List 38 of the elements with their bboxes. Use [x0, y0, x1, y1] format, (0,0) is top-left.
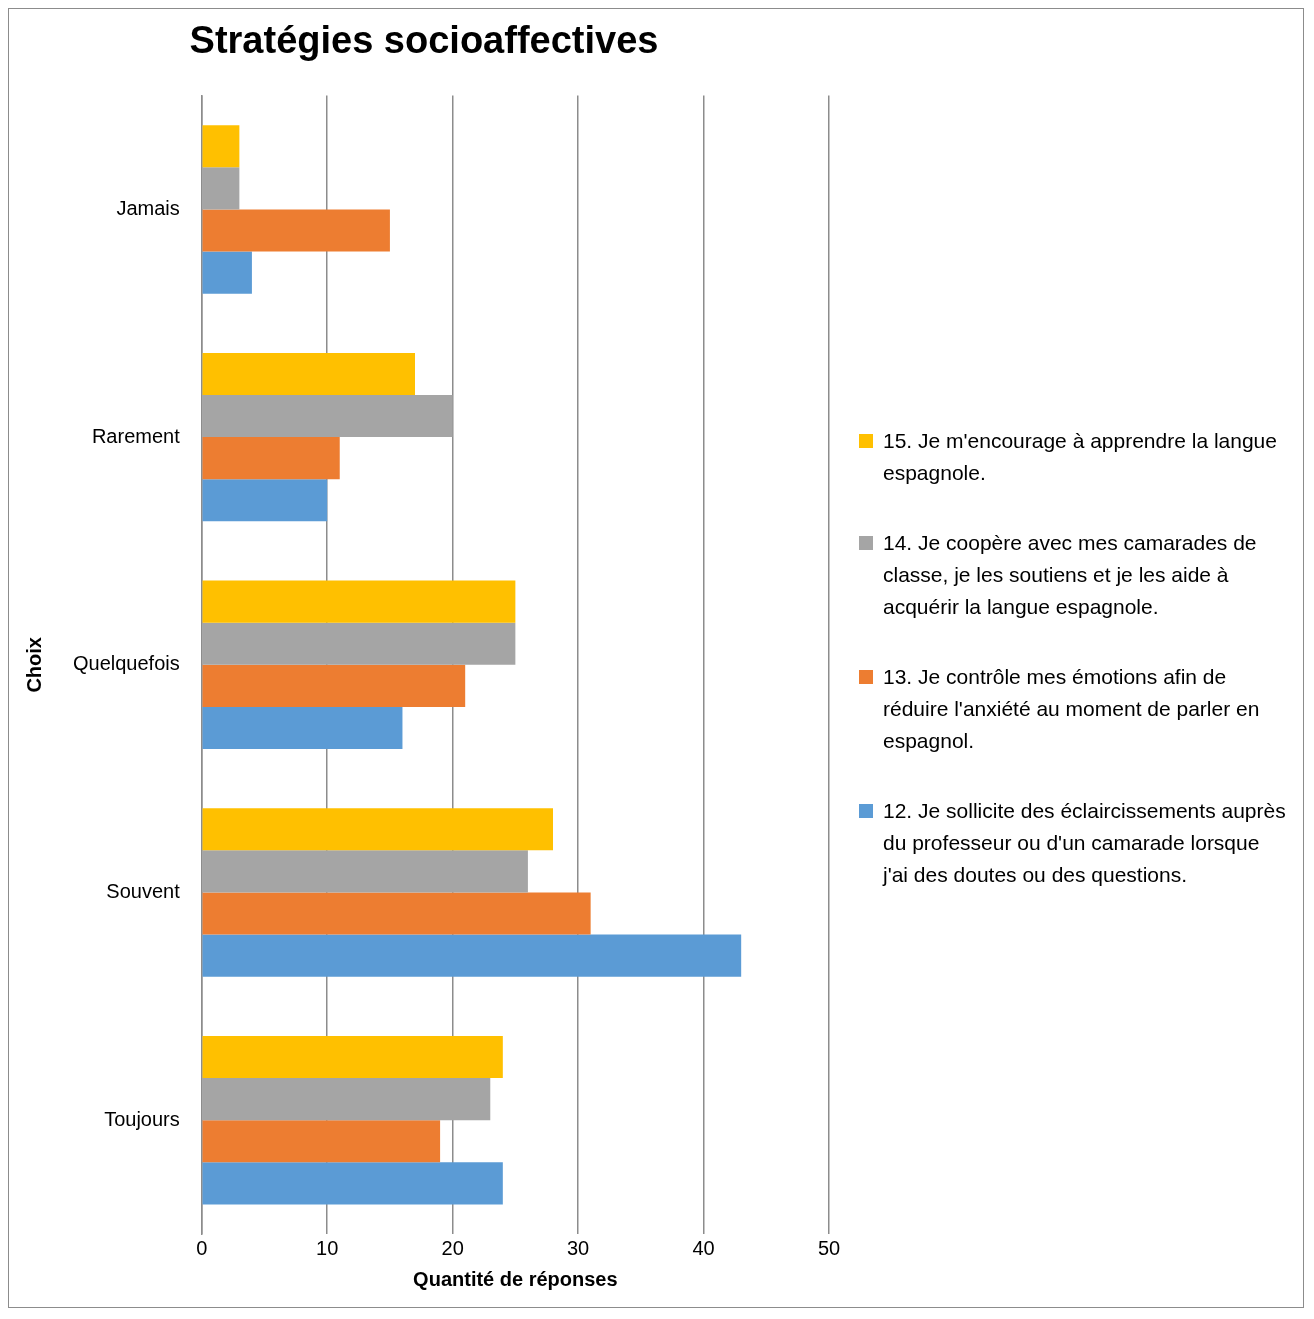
bar	[202, 580, 516, 623]
bar	[202, 437, 340, 480]
bar	[202, 125, 240, 168]
bar	[202, 395, 453, 438]
bar	[202, 664, 466, 707]
y-tick-label: Quelquefois	[72, 652, 180, 675]
x-tick-label: 50	[817, 1236, 841, 1259]
legend-label: 12. Je sollicite des éclaircissements auprès du professeur ou d'un camarade lorsque j'ai des doutes ou des questions.	[883, 798, 1287, 888]
y-tick-label: Jamais	[116, 196, 180, 219]
x-tick-label: 0	[196, 1236, 208, 1259]
x-tick-label: 30	[566, 1236, 590, 1259]
bar	[202, 251, 252, 294]
y-tick-label: Souvent	[106, 880, 181, 902]
bar	[202, 479, 328, 522]
bar	[202, 934, 742, 977]
bar	[202, 1078, 491, 1121]
bar	[202, 209, 390, 252]
x-axis-title: Quantité de réponses	[413, 1267, 618, 1290]
bar	[202, 167, 240, 210]
bar	[202, 352, 416, 395]
bar	[202, 1162, 503, 1205]
y-tick-label: Toujours	[104, 1107, 180, 1130]
legend-label: 13. Je contrôle mes émotions afin de réduire l'anxiété au moment de parler en espagnol.	[883, 664, 1261, 754]
bar	[202, 1120, 441, 1163]
legend-label: 14. Je coopère avec mes camarades de classe, je les soutiens et je les aide à acquérir la langue espagnole.	[883, 530, 1258, 620]
x-tick-label: 10	[316, 1236, 339, 1259]
x-tick-label: 40	[692, 1236, 715, 1259]
chart-title: Stratégies socioaffectives	[189, 19, 659, 62]
bar	[202, 622, 516, 665]
y-tick-label: Rarement	[91, 424, 181, 447]
bar	[202, 1035, 503, 1079]
bar	[202, 892, 591, 935]
x-tick-label: 20	[441, 1236, 464, 1259]
bar	[202, 706, 403, 750]
bar	[202, 850, 528, 893]
bar	[202, 808, 554, 851]
legend-label: 15. Je m'encourage à apprendre la langue espagnole.	[883, 428, 1278, 486]
y-axis-title: Choix	[22, 637, 45, 693]
